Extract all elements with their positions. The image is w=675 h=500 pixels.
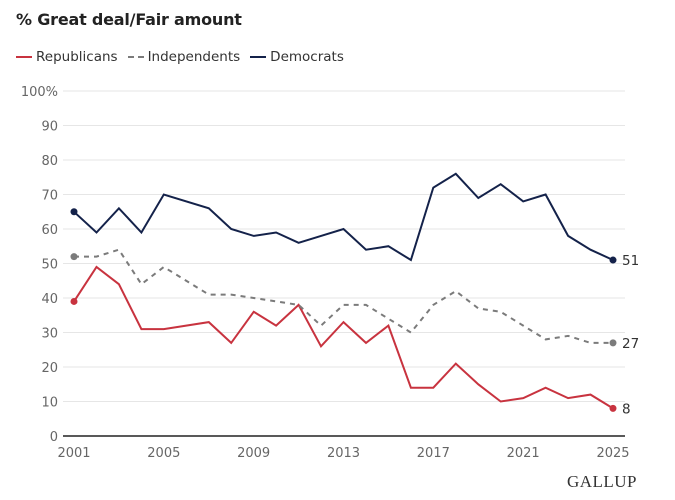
y-tick-label: 20: [41, 361, 58, 376]
start-point-democrats: [70, 208, 78, 216]
legend-item-independents: Independents: [127, 49, 241, 65]
y-axis: 0 10 20 30 40 50 60 70 80 90 100%: [21, 85, 58, 445]
y-tick-label: 30: [41, 327, 58, 342]
x-tick-label: 2025: [596, 446, 629, 461]
legend-label-democrats: Democrats: [270, 49, 344, 65]
x-tick-label: 2009: [237, 446, 270, 461]
end-labels: 8 27 51: [622, 253, 639, 417]
end-label-democrats: 51: [622, 253, 639, 269]
x-tick-label: 2005: [147, 446, 180, 461]
legend: Republicans Independents Democrats: [16, 49, 354, 65]
y-tick-label: 80: [41, 154, 58, 169]
chart-title: % Great deal/Fair amount: [16, 10, 242, 29]
gallup-logo: GALLUP: [566, 472, 637, 491]
y-tick-label: 100%: [21, 85, 58, 100]
end-point-democrats: [609, 256, 617, 264]
legend-swatch-republicans: [16, 56, 32, 58]
legend-swatch-democrats: [250, 56, 267, 58]
x-tick-label: 2001: [57, 446, 90, 461]
y-tick-label: 50: [41, 258, 58, 273]
series-line-republicans: [73, 265, 614, 410]
legend-swatch-independents: [127, 56, 144, 58]
end-label-independents: 27: [622, 336, 639, 352]
x-tick-label: 2021: [507, 446, 540, 461]
y-tick-label: 0: [50, 430, 58, 445]
x-tick-label: 2013: [327, 446, 360, 461]
end-point-republicans: [609, 404, 617, 412]
series-line-independents: [74, 248, 613, 344]
gridlines: [63, 90, 625, 437]
legend-label-republicans: Republicans: [36, 49, 118, 65]
y-tick-label: 40: [41, 292, 58, 307]
y-tick-label: 70: [41, 189, 58, 204]
y-tick-label: 90: [41, 120, 58, 135]
legend-item-republicans: Republicans: [16, 49, 118, 65]
legend-item-democrats: Democrats: [250, 49, 344, 65]
series-line-democrats: [73, 172, 614, 262]
x-axis: 2001 2005 2009 2013 2017 2021 2025: [57, 446, 629, 461]
legend-label-independents: Independents: [147, 49, 241, 65]
y-tick-label: 60: [41, 223, 58, 238]
series-lines: [70, 172, 617, 412]
start-point-independents: [70, 253, 78, 261]
end-point-independents: [609, 339, 617, 347]
start-point-republicans: [70, 297, 78, 305]
x-tick-label: 2017: [417, 446, 450, 461]
y-tick-label: 10: [41, 396, 58, 411]
end-label-republicans: 8: [622, 401, 631, 417]
